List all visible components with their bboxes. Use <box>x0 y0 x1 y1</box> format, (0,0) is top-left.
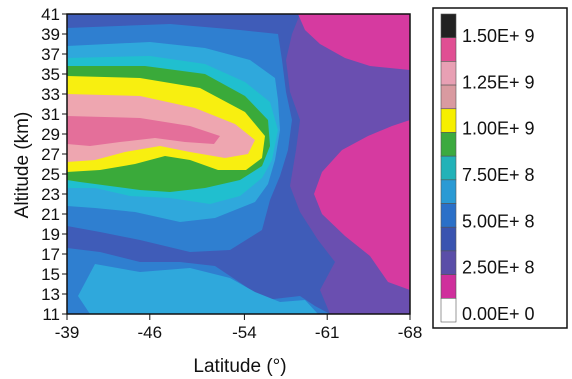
y-tick-label: 41 <box>41 5 60 24</box>
x-tick-label: -46 <box>138 323 163 342</box>
colorbar-swatch <box>440 298 457 323</box>
colorbar-swatch <box>440 37 457 62</box>
y-tick-label: 15 <box>41 265 60 284</box>
y-tick-label: 35 <box>41 65 60 84</box>
y-tick-label: 31 <box>41 105 60 124</box>
y-tick-label: 11 <box>42 305 60 324</box>
colorbar-label: 1.25E+ 9 <box>462 72 535 92</box>
y-tick-label: 23 <box>41 185 60 204</box>
colorbar-swatch <box>440 155 457 181</box>
colorbar-swatch <box>440 226 457 252</box>
y-tick-label: 21 <box>41 205 60 224</box>
colorbar-swatch <box>440 203 457 228</box>
contour-band-magenta-right <box>314 120 410 290</box>
y-tick-label: 39 <box>41 25 60 44</box>
x-tick-label: -54 <box>232 323 257 342</box>
colorbar-swatch <box>440 61 457 86</box>
y-tick-label: 27 <box>41 145 60 164</box>
x-tick-label: -61 <box>315 323 340 342</box>
plot-area <box>67 14 410 314</box>
colorbar-swatch <box>440 250 457 275</box>
x-tick-label: -39 <box>55 323 80 342</box>
x-tick-label: -68 <box>398 323 423 342</box>
y-tick-label: 17 <box>41 245 60 264</box>
colorbar-label: 1.50E+ 9 <box>462 26 535 46</box>
colorbar-label: 5.00E+ 8 <box>462 211 535 231</box>
colorbar-label: 7.50E+ 8 <box>462 165 535 185</box>
colorbar-swatch <box>440 84 457 110</box>
x-axis-title: Latitude (°) <box>193 356 286 377</box>
colorbar-label: 1.00E+ 9 <box>462 119 535 139</box>
colorbar-label: 0.00E+ 0 <box>462 304 535 324</box>
contour-band-light-blue-lower <box>78 264 318 314</box>
y-tick-label: 37 <box>41 45 60 64</box>
y-tick-label: 25 <box>41 165 60 184</box>
colorbar-swatch <box>440 108 457 133</box>
contour-band-magenta-top <box>298 14 410 70</box>
colorbar-swatch <box>440 13 457 38</box>
colorbar-swatch <box>440 179 457 204</box>
y-tick-label: 19 <box>41 225 60 244</box>
colorbar-legend: 1.50E+ 9 1.25E+ 9 1.00E+ 9 7.50E+ 8 5.00E+ 8… <box>432 7 568 329</box>
y-tick-label: 29 <box>41 125 60 144</box>
plot-frame <box>66 13 411 315</box>
y-axis-title: Altitude (km) <box>12 112 33 219</box>
y-tick-label: 13 <box>41 285 60 304</box>
colorbar-swatch <box>440 274 457 299</box>
colorbar-swatch <box>440 132 457 157</box>
y-tick-label: 33 <box>41 85 60 104</box>
contour-band-pink <box>67 116 220 146</box>
colorbar-label: 2.50E+ 8 <box>462 258 535 278</box>
x-axis-ticks: -39 -46 -54 -61 -68 <box>55 314 423 342</box>
